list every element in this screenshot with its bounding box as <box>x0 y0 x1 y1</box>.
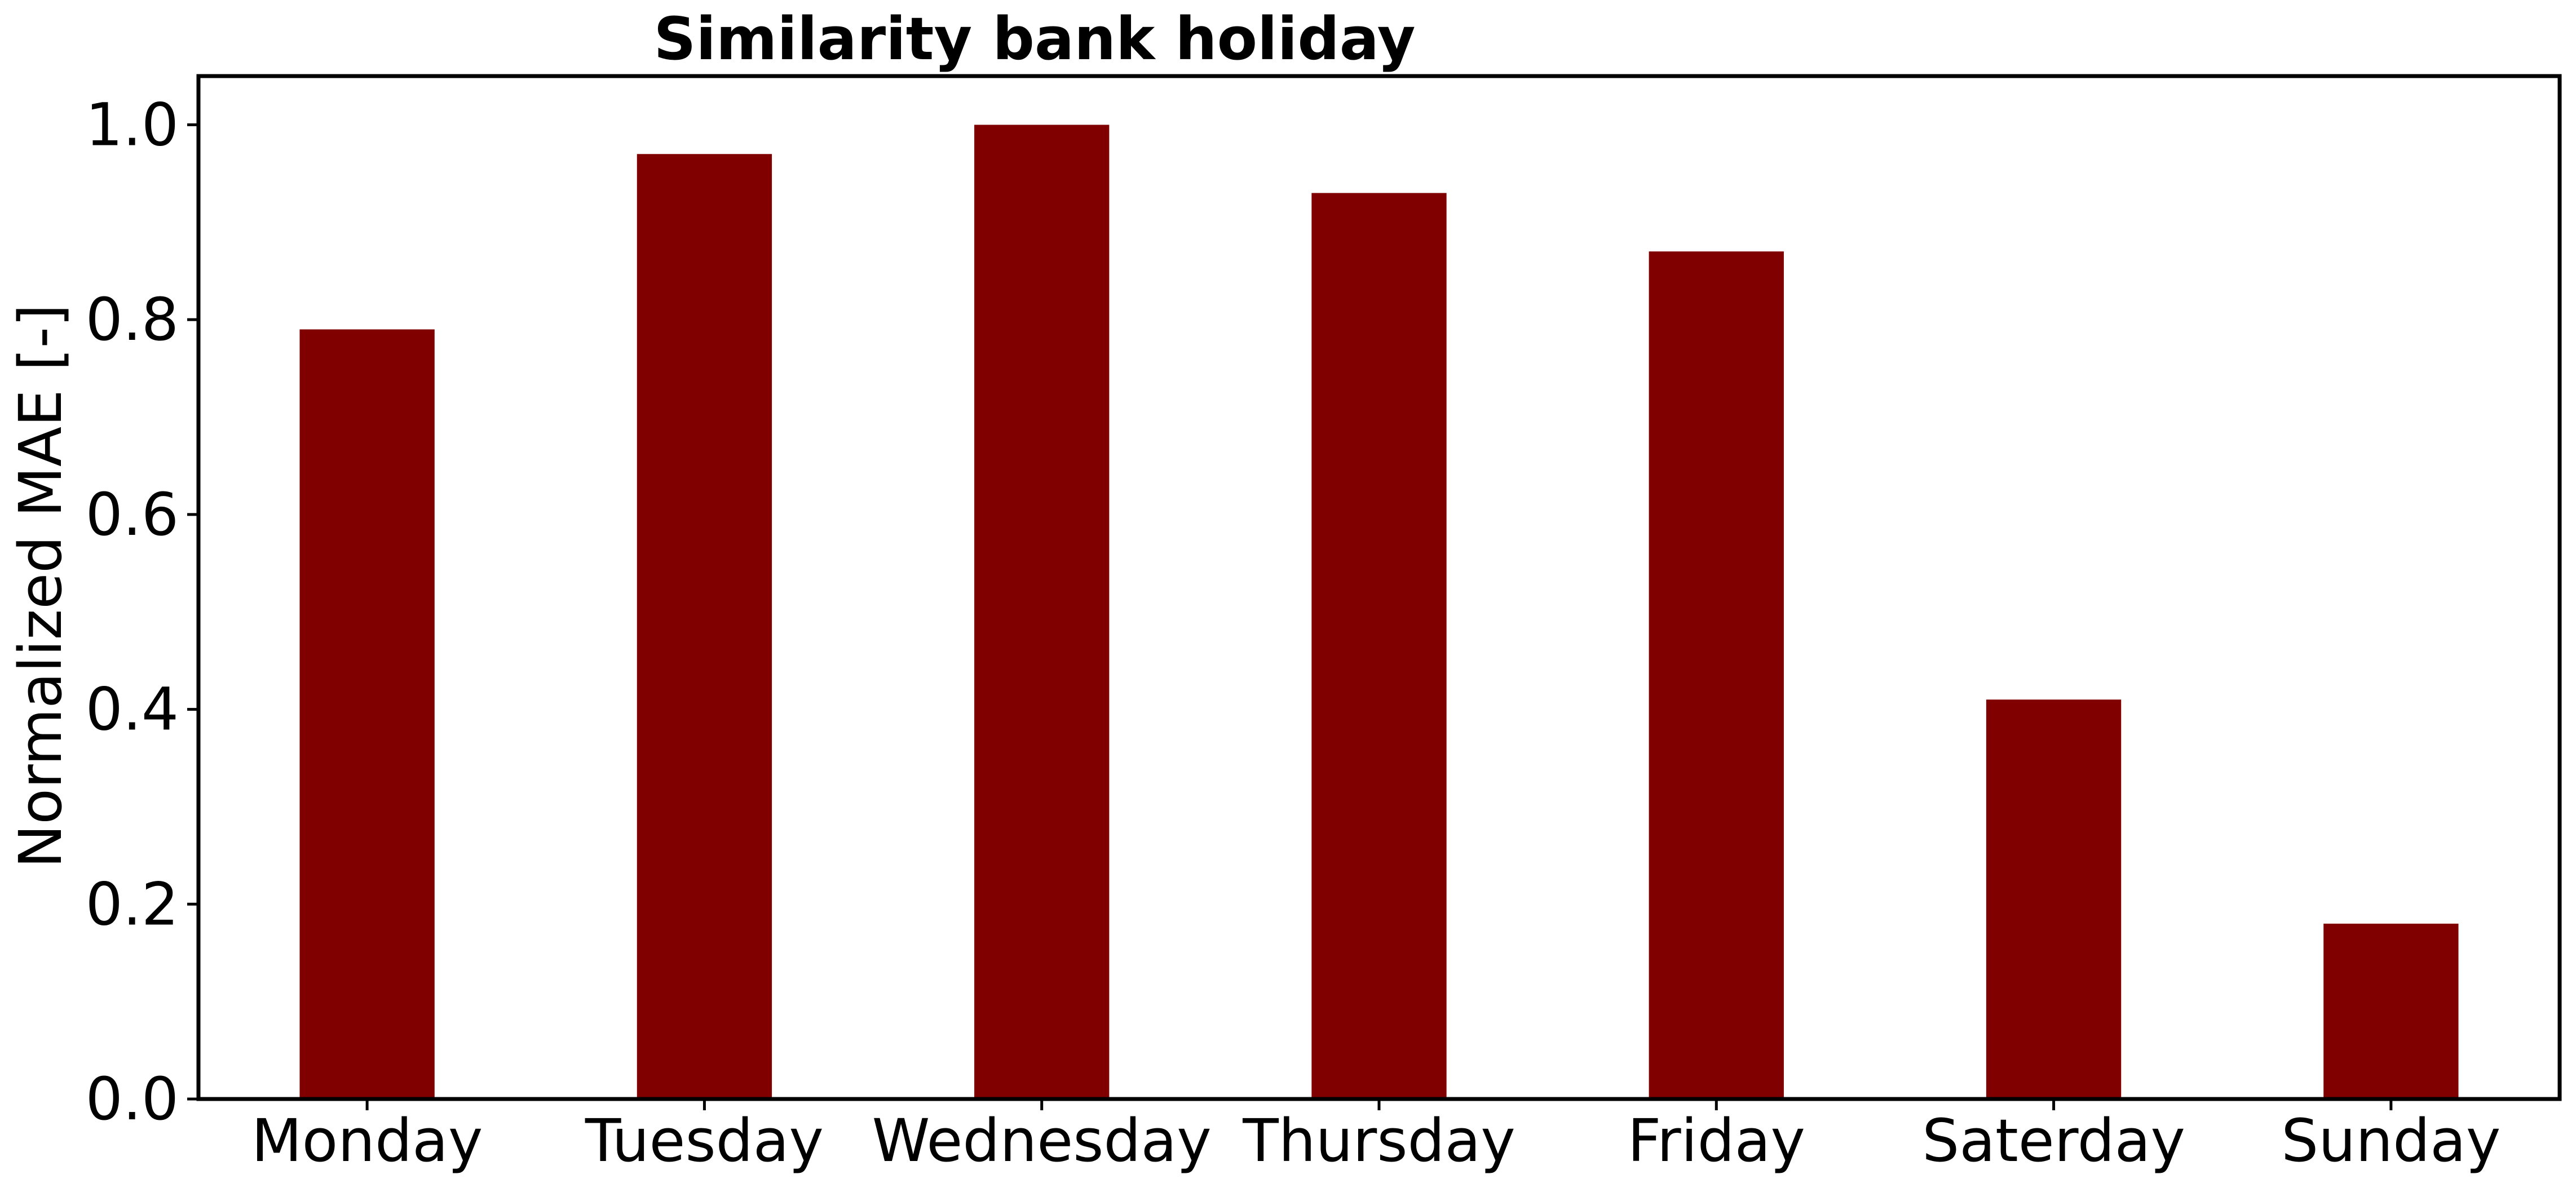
chart-title: Similarity bank holiday <box>653 5 1415 73</box>
bar-sunday <box>2323 923 2459 1099</box>
bar-wednesday <box>974 125 1110 1099</box>
bars-group <box>299 125 2459 1100</box>
x-tick-label: Tuesday <box>585 1106 824 1175</box>
bar-saterday <box>1986 699 2122 1099</box>
y-tick-label: 1.0 <box>86 90 179 159</box>
x-tick-label: Sunday <box>2281 1106 2500 1175</box>
x-axis-ticks: Monday Tuesday Wednesday Thursday Friday Sate… <box>251 1099 2500 1175</box>
x-tick-label: Monday <box>251 1106 483 1175</box>
y-tick-label: 0.0 <box>86 1065 179 1133</box>
y-tick-label: 0.6 <box>86 480 179 549</box>
x-tick-label: Saterday <box>1922 1106 2185 1175</box>
bar-monday <box>299 329 435 1099</box>
y-tick-label: 0.8 <box>86 285 179 354</box>
x-tick-label: Friday <box>1628 1106 1805 1175</box>
bar-thursday <box>1311 193 1447 1099</box>
plot-frame <box>196 74 2562 1101</box>
y-axis-ticks: 0.0 0.2 0.4 0.6 0.8 1.0 <box>86 90 198 1133</box>
x-tick-label: Thursday <box>1242 1106 1515 1175</box>
y-axis-label: Normalized MAE [-] <box>6 304 75 868</box>
y-tick-label: 0.2 <box>86 870 179 938</box>
bar-friday <box>1649 251 1784 1100</box>
x-tick-label: Wednesday <box>872 1106 1212 1175</box>
bar-tuesday <box>637 154 772 1100</box>
y-tick-label: 0.4 <box>86 675 179 744</box>
